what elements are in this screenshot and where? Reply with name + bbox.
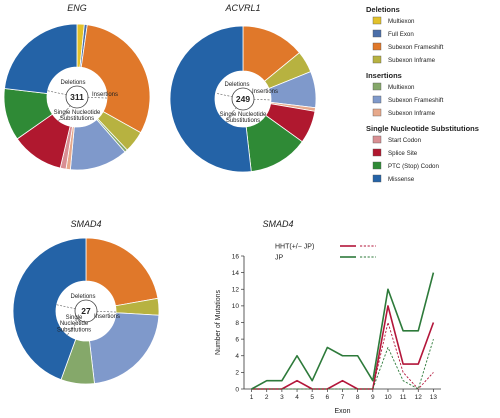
legend-swatch-ptc-stop-codon — [372, 161, 382, 170]
legend-swatch-missense — [372, 174, 382, 183]
legend-item-missense: Missense — [388, 176, 415, 183]
donut-chart-eng: ENG 311 Deletions Insertions Single Nucleot… — [3, 3, 151, 171]
y-tick-label: 10 — [232, 303, 240, 310]
legend-swatch-splice-site — [372, 148, 382, 157]
legend-item-subexon-inframe: Subexon Inframe — [388, 110, 436, 117]
legend-item-subexon-frameshift: Subexon Frameshift — [388, 44, 444, 51]
total-count: 311 — [70, 92, 84, 102]
y-tick-label: 8 — [235, 320, 239, 327]
x-tick-label: 13 — [430, 394, 438, 401]
x-tick-label: 2 — [265, 394, 269, 401]
series-line-hht-jp-dashed — [251, 322, 434, 390]
inner-label-deletions: Deletions — [70, 294, 95, 300]
line-legend-label-hht-jp: HHT(+/− JP) — [275, 244, 314, 251]
inner-label-insertions: Insertions — [94, 314, 120, 320]
legend-item-start-codon: Start Codon — [388, 137, 422, 144]
x-tick-label: 9 — [371, 394, 375, 401]
legend-swatch-full-exon — [372, 29, 382, 38]
series-line-jp — [251, 272, 435, 390]
legend-item-subexon-inframe: Subexon Inframe — [388, 57, 436, 64]
legend-item-multiexon: Multiexon — [388, 84, 415, 91]
y-axis-label: Number of Mutations — [215, 290, 222, 355]
legend-swatch-subexon-inframe — [372, 108, 382, 117]
legend-swatch-subexon-frameshift — [372, 42, 382, 51]
legend-swatch-multiexon — [372, 16, 382, 25]
total-count: 27 — [81, 306, 91, 316]
series-line-hht-jp — [251, 305, 435, 390]
legend-header-deletions: Deletions — [366, 5, 400, 14]
x-tick-label: 6 — [326, 394, 330, 401]
x-tick-label: 4 — [295, 394, 299, 401]
y-tick-label: 0 — [235, 386, 239, 393]
x-tick-label: 7 — [341, 394, 345, 401]
inner-label-insertions: Insertions — [252, 89, 278, 95]
chart-title-eng: ENG — [67, 3, 87, 13]
inner-label-insertions: Insertions — [92, 92, 118, 98]
x-tick-label: 1 — [250, 394, 254, 401]
inner-label-deletions: Deletions — [224, 82, 249, 88]
chart-title-smad4-line: SMAD4 — [262, 219, 293, 229]
y-tick-label: 2 — [235, 370, 239, 377]
total-count: 249 — [236, 94, 250, 104]
chart-title-acvrl1: ACVRL1 — [224, 3, 260, 13]
inner-label-substitutions: Single Nucleotide Substitutions — [220, 112, 267, 124]
x-tick-label: 10 — [384, 394, 392, 401]
donut-slice-missense — [12, 237, 87, 381]
x-tick-label: 3 — [280, 394, 284, 401]
x-axis-label: Exon — [335, 408, 351, 415]
x-tick-label: 11 — [400, 394, 407, 401]
y-tick-label: 14 — [232, 270, 240, 277]
legend-swatch-multiexon — [372, 82, 382, 91]
legend-swatch-subexon-inframe — [372, 55, 382, 64]
series-line-jp-dashed — [251, 338, 434, 390]
y-tick-label: 6 — [235, 336, 239, 343]
total-circle — [65, 85, 89, 109]
legend-item-splice-site: Splice Site — [388, 150, 418, 157]
x-tick-label: 5 — [310, 394, 314, 401]
y-tick-label: 16 — [232, 253, 240, 260]
total-circle — [231, 87, 255, 111]
legend-item-subexon-frameshift: Subexon Frameshift — [388, 97, 444, 104]
legend-swatch-start-codon — [372, 135, 382, 144]
inner-label-substitutions: Single Nucleotide Substitutions — [57, 315, 91, 333]
legend: Deletions Multiexon Full Exon Subexon Frame… — [366, 5, 479, 183]
line-chart-smad4: SMAD4 Exon Number of Mutations 024681012… — [215, 219, 441, 415]
legend-item-ptc-stop-codon: PTC (Stop) Codon — [388, 163, 439, 170]
inner-label-deletions: Deletions — [60, 80, 85, 86]
legend-swatch-subexon-frameshift — [372, 95, 382, 104]
legend-item-full-exon: Full Exon — [388, 31, 414, 38]
y-tick-label: 4 — [235, 353, 239, 360]
legend-item-multiexon: Multiexon — [388, 18, 415, 25]
line-legend-label-jp: JP — [275, 255, 284, 262]
y-tick-label: 12 — [232, 287, 240, 294]
inner-label-substitutions: Single Nucleotide Substitutions — [54, 110, 101, 122]
total-circle — [74, 299, 98, 323]
x-tick-label: 8 — [356, 394, 360, 401]
chart-title-smad4-donut: SMAD4 — [70, 219, 101, 229]
legend-header-single-nucleotide-substitutions: Single Nucleotide Substitutions — [366, 124, 479, 133]
x-tick-label: 12 — [415, 394, 423, 401]
legend-header-insertions: Insertions — [366, 71, 402, 80]
